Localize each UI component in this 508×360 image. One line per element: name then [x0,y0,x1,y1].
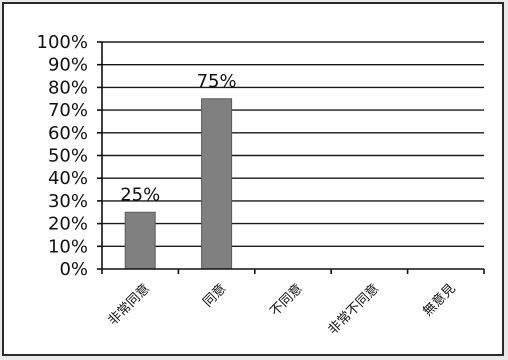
y-tick-label: 30% [48,191,88,212]
x-category-label: 無意見 [420,281,459,320]
y-tick-label: 10% [48,236,88,257]
x-category-label: 非常同意 [105,281,153,329]
y-tick-label: 50% [48,146,88,167]
y-tick-label: 80% [48,77,88,98]
bar-1 [201,98,233,270]
y-tick-label: 40% [48,168,88,189]
bar-chart: 0%10%20%30%40%50%60%70%80%90%100% 非常同意 同意… [37,32,485,338]
data-label-0: 25% [120,184,160,205]
x-category-label: 同意 [200,281,230,311]
y-tick-label: 90% [48,55,88,76]
data-labels: 25% 75% [120,71,236,206]
gridlines [102,41,484,248]
y-tick-label: 20% [48,214,88,235]
x-category-labels: 非常同意 同意 不同意 非常不同意 無意見 [105,281,459,338]
data-label-1: 75% [197,71,237,92]
chart-frame: 0% 10% 20% 30% 40% 50% 60% 70% 80% 90% 100% 非常同意 同意… [2,2,504,356]
axes [97,41,485,274]
x-category-label: 非常不同意 [325,281,382,338]
y-tick-label: 100% [37,32,88,53]
bars [124,98,233,270]
bar-0 [124,211,156,270]
y-tick-label: 60% [48,123,88,144]
y-tick-label: 70% [48,100,88,121]
y-tick-label: 0% [59,259,88,280]
y-tick-labels: 0%10%20%30%40%50%60%70%80%90%100% [37,32,88,280]
x-category-label: 不同意 [267,281,306,320]
